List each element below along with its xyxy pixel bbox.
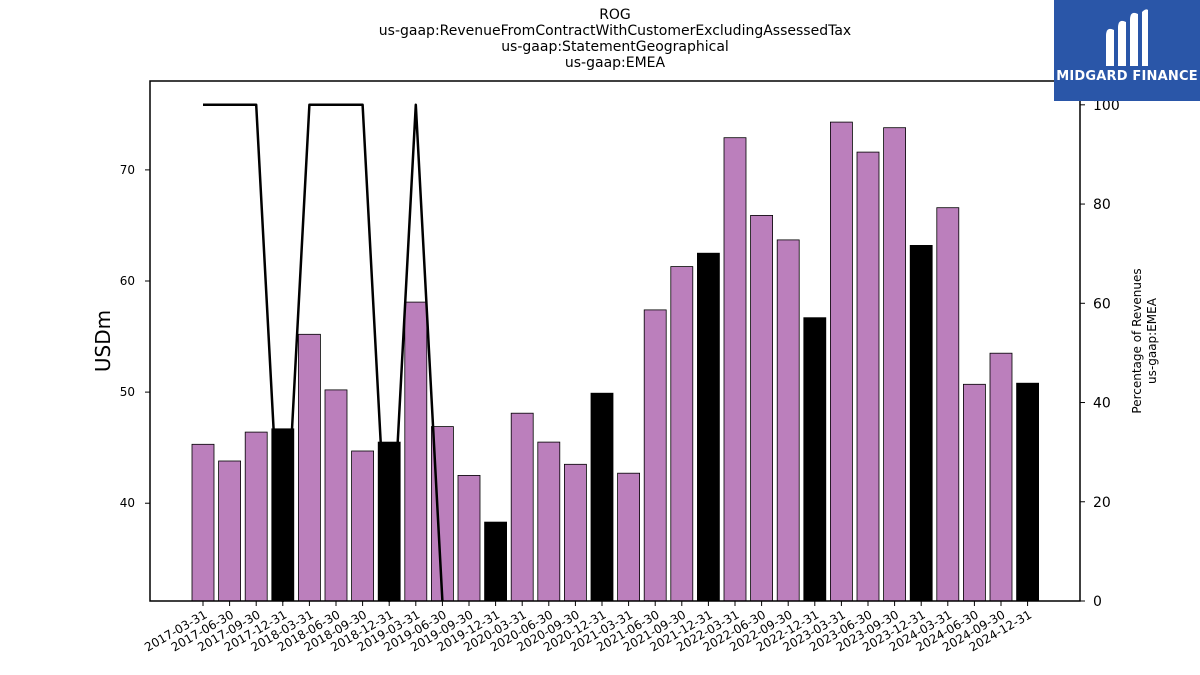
chart-title-line-4: us-gaap:EMEA	[564, 55, 666, 71]
bar-2020-06-30	[537, 441, 561, 602]
plot-frame	[149, 80, 1081, 602]
bar-2024-12-31	[1016, 382, 1039, 602]
bar-2023-12-31	[909, 244, 933, 602]
y-tick-label: 50	[120, 385, 135, 399]
chart-title-line-3: us-gaap:StatementGeographical	[501, 39, 729, 55]
y2-tick-label: 100	[1093, 98, 1120, 114]
bar-2022-06-30	[750, 214, 773, 602]
y-axis-right: 0 20 40 60 80 100	[1080, 98, 1120, 610]
bar-2024-03-31	[936, 207, 960, 602]
bar-2019-12-31	[484, 521, 508, 602]
bar-2022-09-30	[776, 239, 800, 602]
bar-2024-06-30	[963, 383, 986, 602]
midgard-finance-logo: MIDGARD FINANCE	[1054, 0, 1200, 101]
bar-2019-09-30	[457, 474, 481, 602]
bar-2018-09-30	[351, 450, 375, 602]
bar-2022-12-31	[803, 317, 827, 602]
bar-2024-09-30	[989, 352, 1013, 602]
y-axis-left: 40 50 60 70	[120, 163, 150, 510]
chart-title-line-2: us-gaap:RevenueFromContractWithCustomerE…	[378, 23, 852, 39]
percentage-line-group	[203, 103, 444, 603]
y2-tick-label: 40	[1093, 396, 1111, 412]
bar-2021-06-30	[643, 309, 667, 602]
bar-2020-09-30	[564, 463, 587, 602]
logo-text: MIDGARD FINANCE	[1056, 69, 1198, 84]
y-tick-label: 70	[120, 163, 135, 177]
y2-tick-label: 20	[1093, 495, 1111, 511]
bar-2019-03-31	[404, 301, 428, 602]
x-axis: 2017-03-312017-06-302017-09-302017-12-31…	[142, 601, 1034, 654]
bar-2021-12-31	[697, 252, 720, 602]
y2-tick-label: 80	[1093, 197, 1111, 213]
bar-2023-09-30	[883, 127, 906, 602]
bar-2020-03-31	[510, 412, 534, 602]
y-axis-label: USDm	[91, 310, 115, 372]
bar-2022-03-31	[723, 137, 747, 602]
bar-group	[191, 121, 1039, 602]
bar-2020-12-31	[590, 392, 614, 602]
y2-axis-label-line-1: Percentage of Revenues	[1130, 268, 1144, 413]
y2-tick-label: 60	[1093, 296, 1111, 312]
bar-2023-06-30	[856, 151, 880, 602]
y2-tick-label: 0	[1093, 594, 1102, 610]
y-tick-label: 60	[120, 274, 135, 288]
bar-2018-03-31	[297, 333, 321, 602]
y2-axis-label-line-2: us-gaap:EMEA	[1145, 297, 1159, 384]
bar-2017-09-30	[244, 431, 268, 602]
bar-2021-03-31	[617, 472, 640, 602]
bar-2017-06-30	[218, 460, 242, 602]
bar-2023-03-31	[830, 121, 853, 602]
y-tick-label: 40	[120, 496, 135, 510]
bar-2021-09-30	[670, 266, 694, 602]
logo-mark-icon	[1106, 9, 1148, 67]
percentage-line	[203, 103, 444, 603]
bar-2017-03-31	[191, 443, 215, 602]
bar-2018-06-30	[324, 389, 348, 602]
chart-title-line-1: ROG	[599, 7, 631, 23]
